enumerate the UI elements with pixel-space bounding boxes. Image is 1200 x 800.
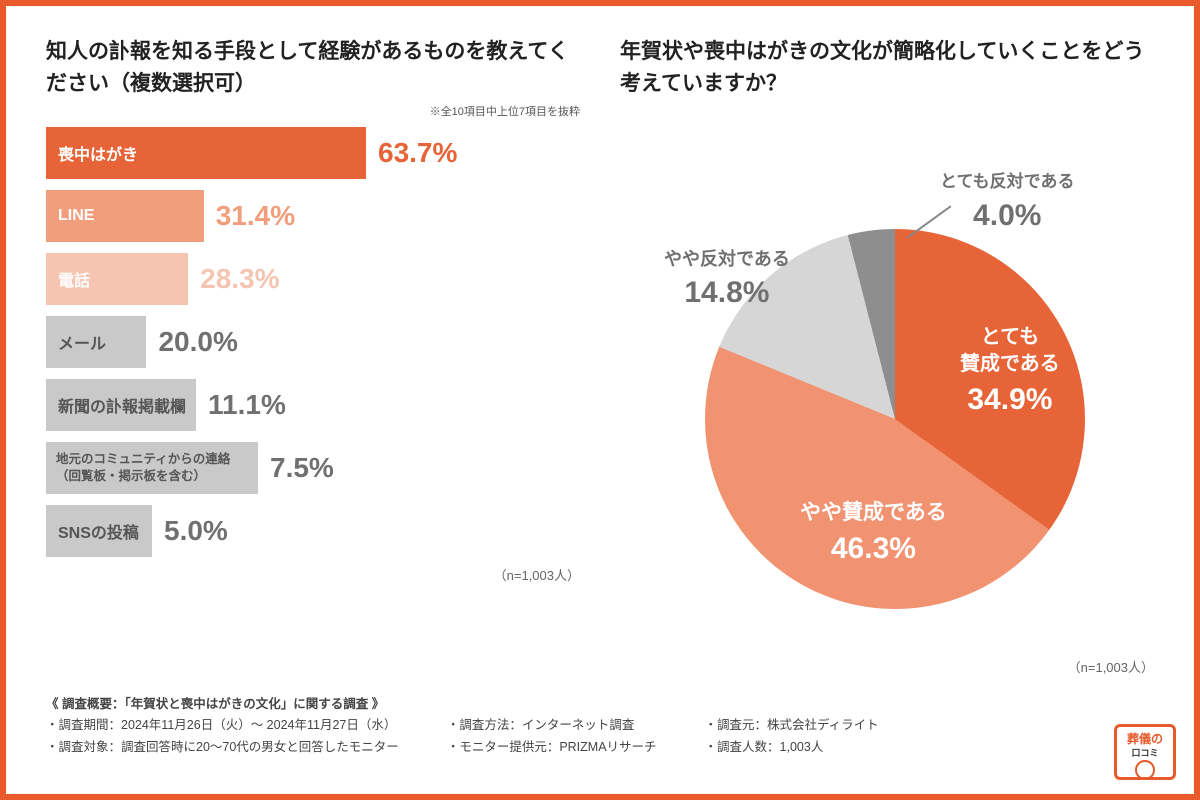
bar-value: 7.5% [270, 452, 334, 484]
bar-row: 電話 28.3% [46, 253, 580, 305]
survey-meta: 《 調査概要：「年賀状と喪中はがきの文化」に関する調査 》 ・調査期間：2024… [46, 694, 1154, 758]
bar: 新聞の訃報掲載欄 [46, 379, 196, 431]
bar: LINE [46, 190, 204, 242]
meta-line: ・調査方法：インターネット調査 [447, 715, 657, 736]
smiley-icon [1135, 760, 1155, 780]
bar-row: メール 20.0% [46, 316, 580, 368]
bar-row: LINE 31.4% [46, 190, 580, 242]
bar: 電話 [46, 253, 188, 305]
pie-chart: とても賛成である34.9% やや賛成である46.3% やや反対である14.8% とても… [620, 109, 1154, 629]
meta-line: ・調査対象：調査回答時に20〜70代の男女と回答したモニター [46, 737, 399, 758]
bar-value: 5.0% [164, 515, 228, 547]
logo-line2: 口コミ [1117, 746, 1173, 759]
logo-line1: 葬儀の [1127, 732, 1163, 746]
meta-line: ・調査期間：2024年11月26日（火）〜 2024年11月27日（水） [46, 715, 399, 736]
bar-chart-subnote: ※全10項目中上位7項目を抜粋 [46, 103, 580, 119]
bar: 地元のコミュニティからの連絡（回覧板・掲示板を含む） [46, 442, 258, 494]
bar-value: 63.7% [378, 137, 457, 169]
meta-line: ・調査人数：1,003人 [705, 737, 879, 758]
bar: 喪中はがき [46, 127, 366, 179]
pie-slice-label: とても賛成である34.9% [960, 324, 1060, 421]
bar-value: 28.3% [200, 263, 279, 295]
bar: SNSの投稿 [46, 505, 152, 557]
brand-logo: 葬儀の 口コミ [1114, 724, 1176, 780]
bar-row: 新聞の訃報掲載欄 11.1% [46, 379, 580, 431]
pie-slice-label: やや反対である14.8% [664, 247, 790, 314]
pie-slice-label: とても反対である4.0% [940, 171, 1074, 236]
bar-chart-n: （n=1,003人） [46, 565, 580, 584]
bar-row: 喪中はがき 63.7% [46, 127, 580, 179]
bar-row: 地元のコミュニティからの連絡（回覧板・掲示板を含む） 7.5% [46, 442, 580, 494]
right-panel: 年賀状や喪中はがきの文化が簡略化していくことをどう考えていますか？ とても賛成で… [620, 36, 1154, 676]
meta-heading: 《 調査概要：「年賀状と喪中はがきの文化」に関する調査 》 [46, 694, 1154, 715]
pie-chart-n: （n=1,003人） [1068, 657, 1154, 676]
bar-chart: 喪中はがき 63.7% LINE 31.4% 電話 28.3% メール 20.0% 新聞の訃報掲… [46, 127, 580, 557]
bar-row: SNSの投稿 5.0% [46, 505, 580, 557]
meta-line: ・調査元：株式会社ディライト [705, 715, 879, 736]
pie-chart-title: 年賀状や喪中はがきの文化が簡略化していくことをどう考えていますか？ [620, 36, 1154, 99]
bar-value: 31.4% [216, 200, 295, 232]
bar-value: 11.1% [208, 389, 286, 421]
bar: メール [46, 316, 146, 368]
bar-value: 20.0% [158, 326, 237, 358]
pie-slice-label: やや賛成である46.3% [800, 499, 947, 570]
bar-chart-title: 知人の訃報を知る手段として経験があるものを教えてください（複数選択可） [46, 36, 580, 99]
meta-line: ・モニター提供元：PRIZMAリサーチ [447, 737, 657, 758]
left-panel: 知人の訃報を知る手段として経験があるものを教えてください（複数選択可） ※全10… [46, 36, 580, 676]
